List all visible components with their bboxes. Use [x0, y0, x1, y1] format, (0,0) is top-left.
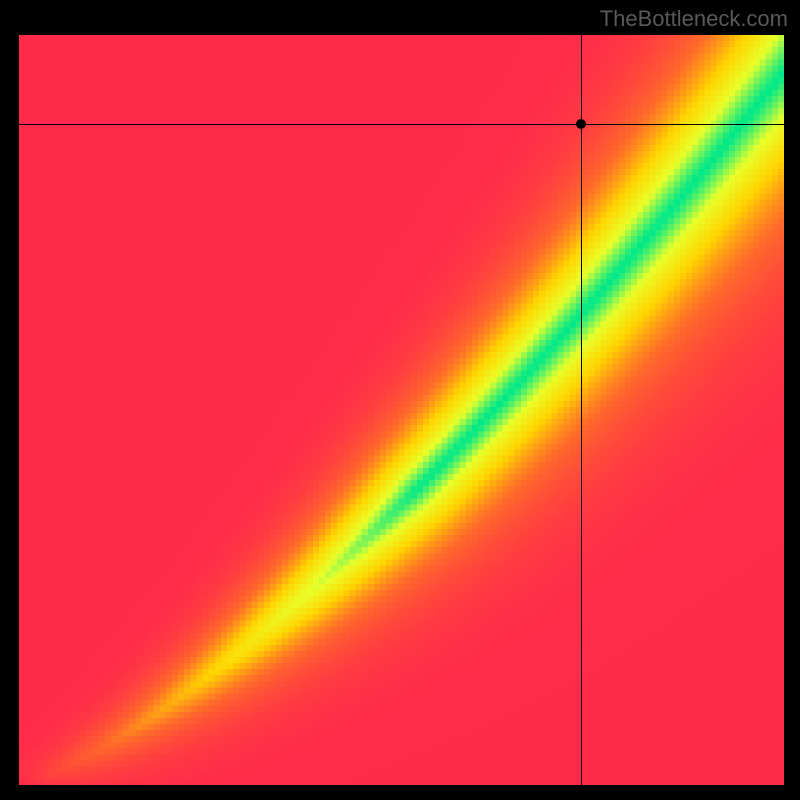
heatmap-canvas: [19, 35, 784, 785]
plot-area: [19, 35, 784, 785]
crosshair-marker: [576, 119, 586, 129]
watermark-text: TheBottleneck.com: [600, 6, 788, 32]
chart-container: TheBottleneck.com: [0, 0, 800, 800]
crosshair-vertical: [581, 35, 582, 785]
crosshair-horizontal: [19, 124, 784, 125]
